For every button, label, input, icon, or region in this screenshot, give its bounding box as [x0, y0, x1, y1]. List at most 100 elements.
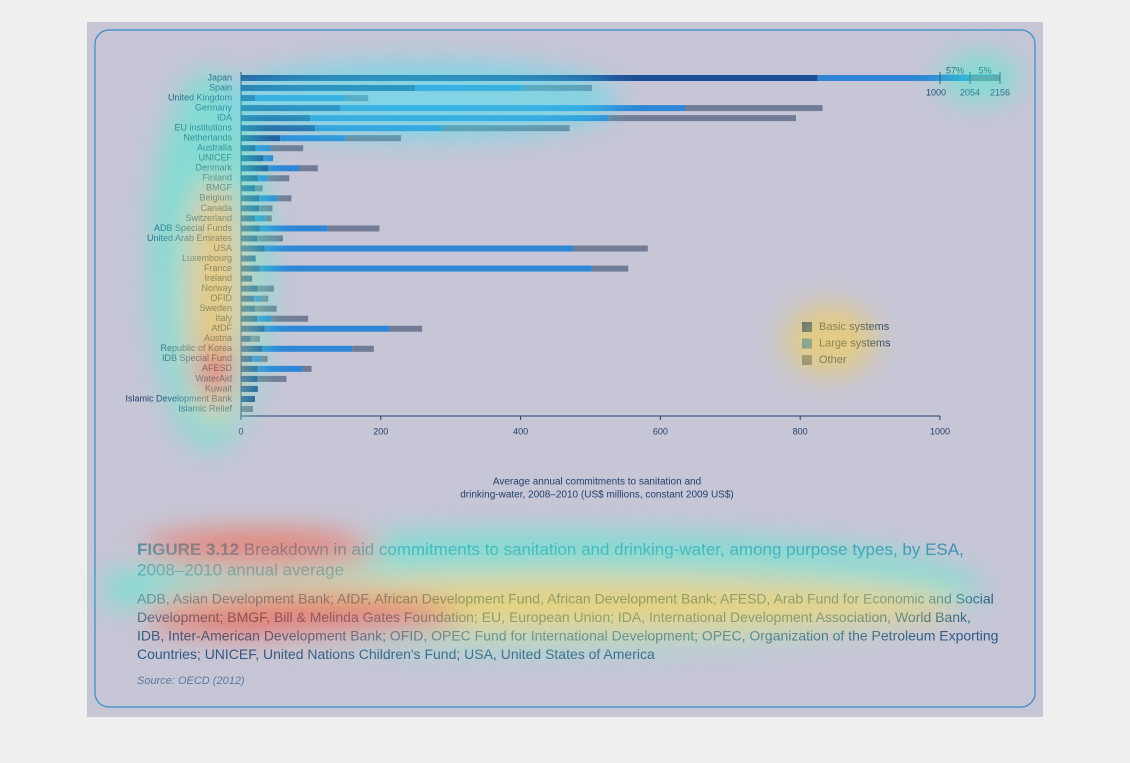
bar-segment: [442, 125, 570, 132]
category-label: Japan: [207, 72, 232, 82]
bar-segment: [257, 375, 287, 382]
category-label: Spain: [209, 82, 232, 92]
legend-label: Basic systems: [819, 321, 890, 333]
bar-segment: [241, 85, 416, 92]
bar-segment: [241, 265, 260, 272]
x-axis-title: Average annual commitments to sanitation…: [493, 477, 701, 488]
bar-segment: [241, 375, 258, 382]
bar-segment: [241, 305, 255, 312]
bar-segment: [241, 145, 256, 152]
bar-segment: [241, 215, 255, 222]
bar-segment: [241, 125, 316, 132]
bar-segment: [241, 325, 265, 332]
category-label: Australia: [197, 143, 232, 153]
abbreviation-note: IDB, Inter-American Development Bank; OF…: [137, 628, 998, 644]
figure-caption: FIGURE 3.12 Breakdown in aid commitments…: [137, 540, 964, 559]
bar-segment: [241, 245, 265, 252]
bar-segment: [241, 115, 311, 122]
bar-segment: [268, 165, 300, 172]
bar-segment: [254, 305, 277, 312]
bar-segment: [252, 355, 260, 362]
bar-segment: [241, 225, 260, 232]
category-label: Kuwait: [205, 383, 233, 393]
bar-segment: [263, 155, 274, 162]
category-label: Norway: [201, 283, 232, 293]
bar-segment: [259, 205, 273, 212]
bar-segment: [264, 325, 390, 332]
figure-title: Breakdown in aid commitments to sanitati…: [239, 540, 964, 559]
bar-segment: [415, 85, 523, 92]
x-tick-label: 0: [238, 426, 243, 436]
bar-segment: [264, 215, 272, 222]
bar-segment: [345, 95, 369, 102]
legend-label: Large systems: [819, 337, 891, 349]
bar-segment: [241, 235, 258, 242]
category-label: WaterAid: [195, 373, 232, 383]
bar-segment: [257, 365, 303, 372]
bar-segment: [241, 75, 818, 81]
bar-segment: [261, 345, 353, 352]
x-tick-label: 200: [373, 426, 388, 436]
category-label: Islamic Relief: [178, 403, 232, 413]
category-label: IDB Special Fund: [162, 353, 232, 363]
bar-segment: [257, 235, 283, 242]
bar-segment: [241, 275, 253, 282]
break-tick-label: 2156: [990, 87, 1010, 97]
bar-segment: [241, 285, 258, 292]
x-axis-title: drinking-water, 2008–2010 (US$ millions,…: [460, 490, 734, 501]
bar-segment: [241, 355, 253, 362]
category-label: Switzerland: [185, 213, 232, 223]
bar-segment: [254, 215, 265, 222]
bar-segment: [241, 405, 253, 412]
category-label: OFID: [211, 293, 233, 303]
category-label: Canada: [200, 203, 232, 213]
bar-segment: [259, 225, 328, 232]
bar-segment: [970, 75, 1000, 81]
category-label: Ireland: [204, 273, 232, 283]
bar-segment: [327, 225, 380, 232]
bar-segment: [345, 135, 402, 142]
frame: [94, 29, 1036, 708]
bar-segment: [267, 175, 290, 182]
bar-segment: [241, 205, 260, 212]
legend-swatch: [802, 355, 812, 365]
bar-segment: [241, 385, 258, 392]
legend-swatch: [802, 338, 812, 349]
category-label: EU institutions: [174, 123, 232, 133]
bar-segment: [259, 195, 278, 202]
bar-segment: [241, 135, 281, 142]
abbreviation-note: ADB, Asian Development Bank; AfDF, Afric…: [137, 591, 994, 607]
bar-segment: [685, 105, 823, 112]
category-label: AfDF: [211, 323, 232, 333]
bar-segment: [241, 345, 262, 352]
category-label: Italy: [215, 313, 232, 323]
bar-segment: [241, 175, 258, 182]
bar-segment: [608, 115, 797, 122]
bar-segment: [270, 145, 304, 152]
x-tick-label: 1000: [930, 426, 950, 436]
category-label: Luxembourg: [182, 253, 232, 263]
bar-segment: [241, 255, 256, 262]
bar-segment: [254, 185, 263, 192]
bar-segment: [259, 355, 268, 362]
bar-segment: [277, 195, 292, 202]
bar-segment: [259, 265, 592, 272]
bar-segment: [241, 185, 255, 192]
legend-label: Other: [819, 354, 847, 366]
bar-segment: [310, 115, 609, 122]
bar-segment: [315, 125, 443, 132]
bar-segment: [280, 135, 346, 142]
bar-segment: [241, 95, 255, 102]
bar-segment: [257, 285, 274, 292]
source: Source: OECD (2012): [137, 675, 245, 687]
bar-segment: [254, 295, 261, 302]
bar-segment: [257, 315, 272, 322]
bar-segment: [260, 295, 269, 302]
abbreviation-note: Countries; UNICEF, United Nations Childr…: [137, 646, 655, 662]
category-label: Republic of Korea: [160, 343, 232, 353]
bar-segment: [340, 105, 686, 112]
category-label: United Arab Emirates: [147, 233, 233, 243]
bar-segment: [352, 345, 374, 352]
bar-segment: [573, 245, 648, 252]
